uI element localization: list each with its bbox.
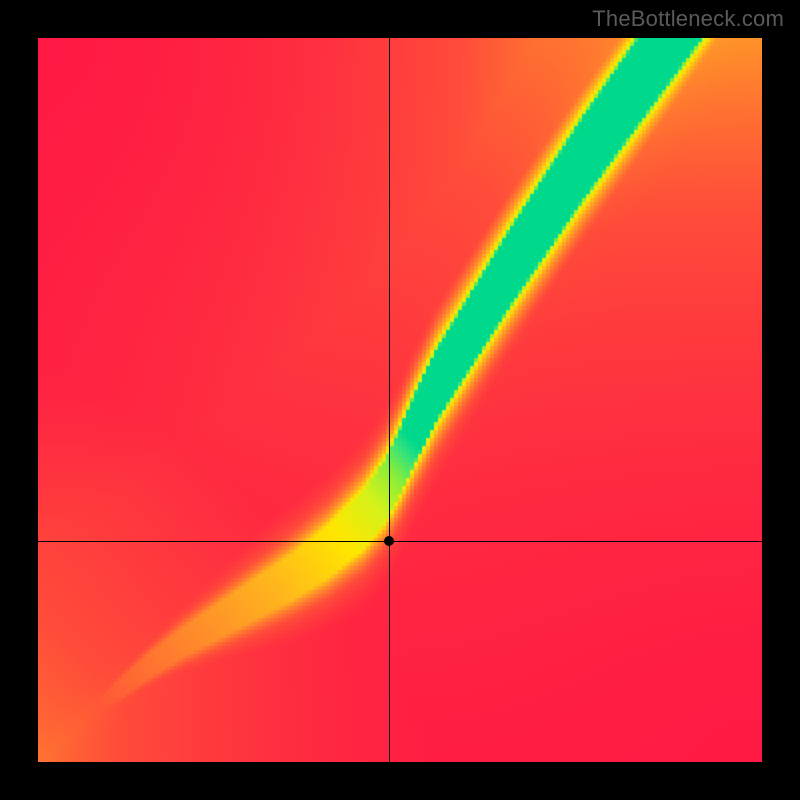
watermark-text: TheBottleneck.com [592,6,784,32]
crosshair-horizontal [38,541,762,542]
chart-container: TheBottleneck.com [0,0,800,800]
crosshair-vertical [389,38,390,762]
data-point-marker [384,536,394,546]
heatmap-plot [38,38,762,762]
heatmap-canvas [38,38,762,762]
